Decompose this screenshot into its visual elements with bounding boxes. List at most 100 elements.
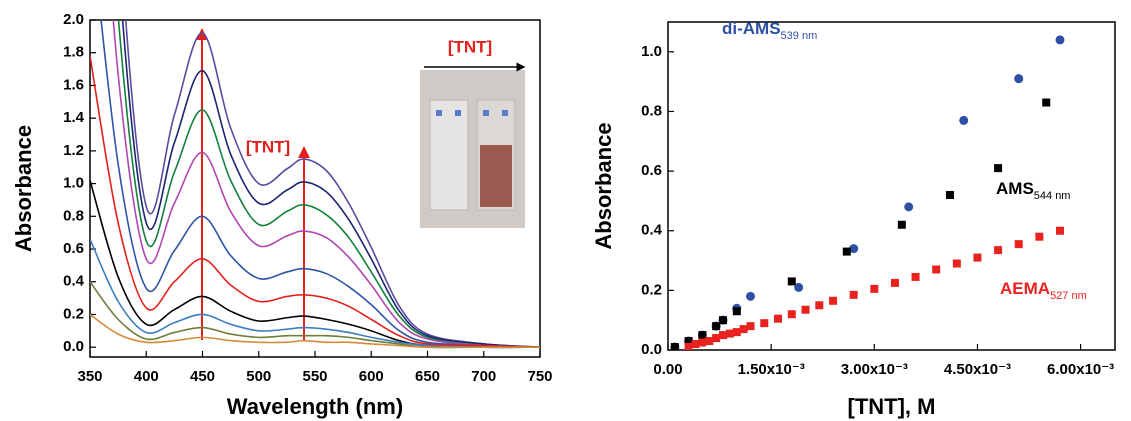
point xyxy=(705,337,714,346)
x-tick-label: 650 xyxy=(415,368,440,385)
point xyxy=(732,307,741,316)
x-tick-label: 6.00x10⁻³ xyxy=(1047,361,1114,378)
point xyxy=(712,322,721,331)
point xyxy=(815,301,824,310)
point xyxy=(801,305,810,314)
spectrum-line xyxy=(90,313,540,349)
y-tick-label: 1.2 xyxy=(63,142,84,159)
point xyxy=(897,220,906,229)
plot-frame xyxy=(667,21,1116,351)
x-tick-label: 350 xyxy=(77,368,102,385)
point xyxy=(719,331,728,340)
y-axis-title: Absorbance xyxy=(11,125,36,252)
annotation: [TNT] xyxy=(448,37,492,56)
point xyxy=(1042,98,1051,107)
point xyxy=(691,340,700,349)
series-label: di-AMS539 nm xyxy=(722,19,817,41)
y-tick-label: 2.0 xyxy=(63,11,84,28)
point xyxy=(787,277,796,286)
series-subscript: 539 nm xyxy=(781,30,818,42)
y-axis-title: Absorbance xyxy=(591,122,616,249)
x-tick-label: 550 xyxy=(302,368,327,385)
series-subscript: 544 nm xyxy=(1034,190,1071,202)
point xyxy=(952,259,961,268)
x-axis-title: Wavelength (nm) xyxy=(227,394,403,419)
point xyxy=(1055,226,1064,235)
point xyxy=(849,290,858,299)
x-tick-label: 0.00 xyxy=(653,361,682,378)
series-label: AEMA527 nm xyxy=(1000,279,1087,301)
point xyxy=(842,247,851,256)
point xyxy=(849,244,859,254)
y-tick-label: 0.8 xyxy=(641,102,662,119)
point xyxy=(684,343,693,350)
spectrum-line xyxy=(124,20,540,348)
spectrum-line xyxy=(117,20,540,348)
point xyxy=(1055,35,1065,45)
point xyxy=(725,329,734,338)
point xyxy=(670,343,679,350)
x-tick-label: 500 xyxy=(246,368,271,385)
x-tick-label: 1.50x10⁻³ xyxy=(738,361,805,378)
spectrum-line xyxy=(90,55,540,348)
point xyxy=(932,265,941,274)
point xyxy=(829,296,838,305)
point xyxy=(890,278,899,287)
plot-area xyxy=(90,20,540,349)
point xyxy=(739,325,748,334)
point xyxy=(994,246,1003,255)
point xyxy=(945,190,954,199)
x-tick-label: 400 xyxy=(134,368,159,385)
spectrum-line xyxy=(112,20,540,348)
y-tick-label: 0.8 xyxy=(63,207,84,224)
series-subscript: 527 nm xyxy=(1050,290,1087,302)
point xyxy=(1014,240,1023,249)
series-name: di-AMS xyxy=(722,19,781,38)
point xyxy=(719,316,728,325)
spectrum-line xyxy=(100,20,540,348)
point xyxy=(870,284,879,293)
x-tick-label: 4.50x10⁻³ xyxy=(944,361,1011,378)
x-tick-label: 750 xyxy=(527,368,552,385)
y-tick-label: 1.4 xyxy=(63,109,85,126)
point xyxy=(1014,74,1024,84)
point xyxy=(732,328,741,337)
x-tick-label: 450 xyxy=(190,368,215,385)
point xyxy=(712,334,721,343)
series-name: AMS xyxy=(996,179,1034,198)
point xyxy=(684,337,693,346)
point xyxy=(746,291,756,301)
inset-photo xyxy=(420,70,525,228)
y-tick-label: 0.4 xyxy=(63,273,85,290)
spectrum-line xyxy=(90,238,540,349)
point xyxy=(698,331,707,340)
y-tick-label: 0.6 xyxy=(641,162,662,179)
spectrum-line xyxy=(90,281,540,349)
point xyxy=(1035,232,1044,241)
point xyxy=(959,115,969,125)
x-axis-title: [TNT], M xyxy=(848,394,936,419)
y-tick-label: 0.2 xyxy=(63,305,84,322)
point xyxy=(994,164,1003,173)
y-tick-label: 1.8 xyxy=(63,44,84,61)
point xyxy=(794,282,804,292)
point xyxy=(774,314,783,323)
spectrum-line xyxy=(121,20,540,348)
annotation: [TNT] xyxy=(246,137,290,156)
y-tick-label: 0.2 xyxy=(641,281,662,298)
point xyxy=(760,319,769,328)
series-name: AEMA xyxy=(1000,279,1050,298)
point xyxy=(746,322,755,331)
point xyxy=(904,202,914,212)
y-tick-label: 1.6 xyxy=(63,76,84,93)
series-label: AMS544 nm xyxy=(996,179,1070,201)
x-tick-label: 3.00x10⁻³ xyxy=(841,361,908,378)
point xyxy=(911,272,920,281)
y-tick-label: 1.0 xyxy=(641,43,662,60)
y-tick-label: 0.0 xyxy=(63,338,84,355)
point xyxy=(973,253,982,262)
y-tick-label: 0.6 xyxy=(63,240,84,257)
x-tick-label: 600 xyxy=(359,368,384,385)
point xyxy=(787,310,796,319)
